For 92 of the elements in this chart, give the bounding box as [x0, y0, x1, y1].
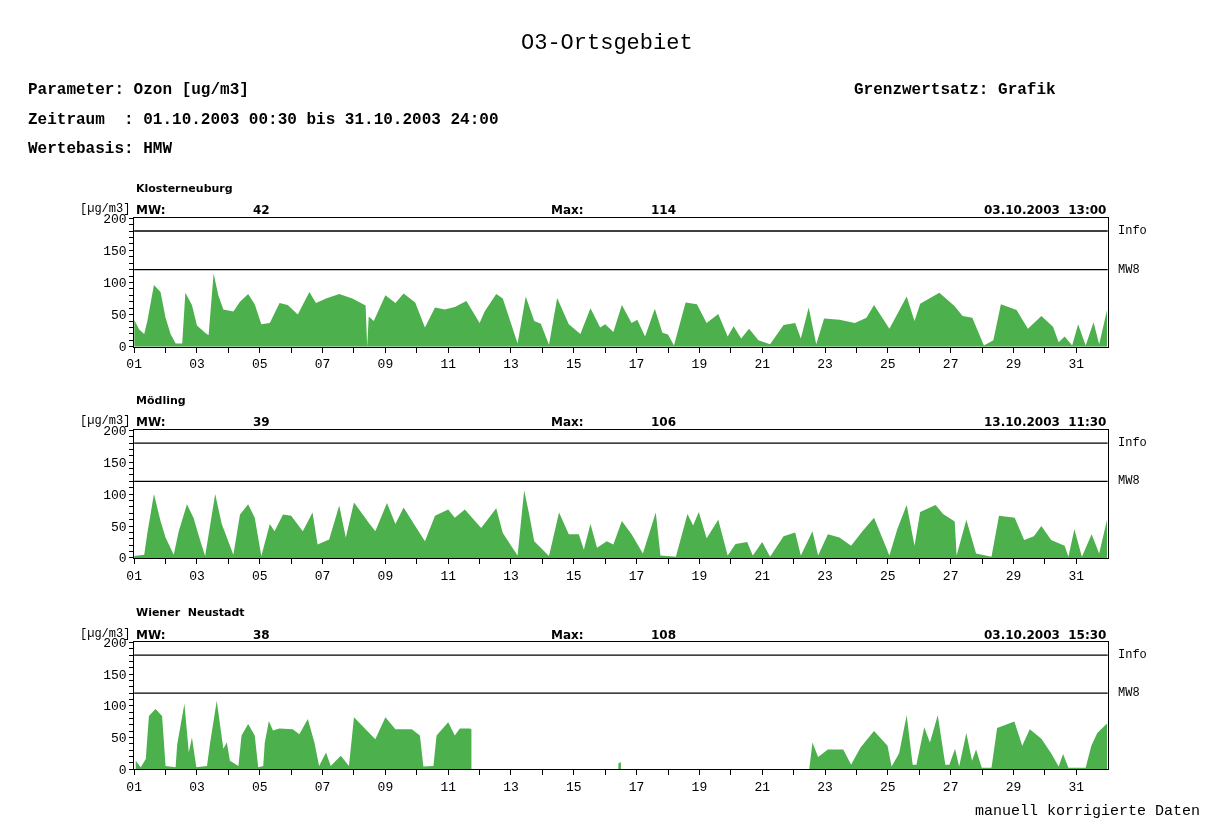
x-tick-label: 21 [754, 568, 771, 584]
y-tick-label: 50 [110, 308, 127, 324]
y-axis-title: [µg/m3] [80, 202, 131, 216]
chart-subtitle: Klosterneuburg [136, 182, 233, 195]
x-tick-label: 03 [189, 568, 205, 584]
ref-line-label: Info [1118, 436, 1147, 450]
x-tick-label: 31 [1068, 779, 1085, 795]
text: Grenzwertsatz: Grafik [854, 81, 1057, 99]
text: Zeitraum : 01.10.2003 00:30 bis 31.10.2003 24:00 [28, 111, 499, 129]
x-tick-label: 13 [503, 779, 519, 795]
text: Max: [551, 415, 584, 429]
text: 106 [651, 415, 677, 429]
y-tick-label: 150 [103, 455, 127, 471]
text: 42 [253, 203, 270, 217]
text: 03.10.2003 15:30 [984, 628, 1107, 642]
x-tick-label: 23 [817, 357, 833, 373]
x-tick-label: 25 [880, 357, 896, 373]
x-tick-label: 29 [1005, 357, 1022, 373]
y-tick-label: 100 [103, 487, 127, 503]
x-tick-label: 03 [189, 779, 205, 795]
chart-subtitle: Mödling [136, 394, 186, 407]
text: 13.10.2003 11:30 [984, 415, 1107, 429]
text: manuell korrigierte Daten [975, 803, 1201, 820]
x-tick-label: 11 [440, 779, 457, 795]
x-tick-label: 21 [754, 357, 771, 373]
x-tick-label: 01 [126, 357, 143, 373]
text: MW: [136, 203, 166, 217]
x-tick-label: 07 [314, 357, 331, 373]
text: Wertebasis: HMW [28, 140, 173, 158]
x-tick-label: 21 [754, 779, 771, 795]
y-tick-label: 100 [103, 276, 127, 292]
y-tick-label: 0 [118, 762, 127, 778]
y-tick-label: 50 [110, 519, 127, 535]
x-tick-label: 27 [942, 779, 959, 795]
x-tick-label: 09 [377, 357, 394, 373]
x-tick-label: 17 [628, 357, 645, 373]
x-tick-label: 27 [942, 568, 959, 584]
y-tick-label: 50 [110, 730, 127, 746]
x-tick-label: 05 [251, 357, 268, 373]
text: Parameter: Ozon [ug/m3] [28, 81, 249, 99]
x-tick-label: 29 [1005, 568, 1022, 584]
text: 108 [651, 628, 677, 642]
x-tick-label: 23 [817, 568, 833, 584]
x-tick-label: 13 [503, 357, 519, 373]
x-tick-label: 15 [565, 568, 582, 584]
x-tick-label: 09 [377, 779, 394, 795]
y-tick-label: 0 [118, 551, 127, 567]
x-tick-label: 19 [691, 779, 708, 795]
x-tick-label: 25 [880, 779, 896, 795]
text: MW: [136, 415, 166, 429]
ref-line-label: Info [1118, 648, 1147, 662]
ref-line-label: MW8 [1118, 263, 1140, 277]
chart-subtitle: Wiener Neustadt [136, 606, 245, 619]
text: 38 [253, 628, 270, 642]
x-tick-label: 05 [251, 779, 268, 795]
y-tick-label: 150 [103, 243, 127, 259]
x-tick-label: 23 [817, 779, 833, 795]
x-tick-label: 15 [565, 779, 582, 795]
ref-line-label: MW8 [1118, 474, 1140, 488]
x-tick-label: 05 [251, 568, 268, 584]
x-tick-label: 29 [1005, 779, 1022, 795]
text: MW: [136, 628, 166, 642]
x-tick-label: 17 [628, 568, 645, 584]
x-tick-label: 11 [440, 568, 457, 584]
x-tick-label: 01 [126, 779, 143, 795]
text: Max: [551, 628, 584, 642]
x-tick-label: 07 [314, 779, 331, 795]
y-axis-title: [µg/m3] [80, 414, 131, 428]
y-tick-label: 100 [103, 699, 127, 715]
x-tick-label: 31 [1068, 357, 1085, 373]
x-tick-label: 03 [189, 357, 205, 373]
x-tick-label: 07 [314, 568, 331, 584]
x-tick-label: 19 [691, 568, 708, 584]
x-tick-label: 25 [880, 568, 896, 584]
x-tick-label: 15 [565, 357, 582, 373]
ref-line-label: Info [1118, 224, 1147, 238]
text: 114 [651, 203, 677, 217]
x-tick-label: 31 [1068, 568, 1085, 584]
x-tick-label: 27 [942, 357, 959, 373]
y-tick-label: 150 [103, 667, 127, 683]
x-tick-label: 19 [691, 357, 708, 373]
x-tick-label: 01 [126, 568, 143, 584]
x-tick-label: 09 [377, 568, 394, 584]
ref-line-label: MW8 [1118, 686, 1140, 700]
y-tick-label: 0 [118, 340, 127, 356]
chart-title: O3-Ortsgebiet [521, 31, 693, 56]
text: 39 [253, 415, 270, 429]
text: Max: [551, 203, 584, 217]
x-tick-label: 17 [628, 779, 645, 795]
x-tick-label: 13 [503, 568, 519, 584]
text: 03.10.2003 13:00 [984, 203, 1107, 217]
x-tick-label: 11 [440, 357, 457, 373]
